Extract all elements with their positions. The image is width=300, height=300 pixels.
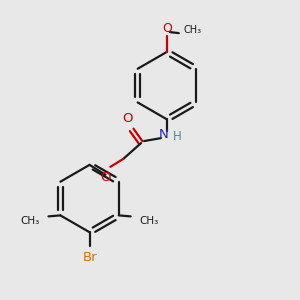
- Text: O: O: [100, 171, 111, 184]
- Text: CH₃: CH₃: [184, 25, 202, 35]
- Text: N: N: [159, 128, 169, 141]
- Text: O: O: [122, 112, 133, 125]
- Text: CH₃: CH₃: [140, 216, 159, 226]
- Text: O: O: [162, 22, 172, 35]
- Text: H: H: [173, 130, 182, 142]
- Text: Br: Br: [82, 251, 97, 264]
- Text: CH₃: CH₃: [20, 216, 40, 226]
